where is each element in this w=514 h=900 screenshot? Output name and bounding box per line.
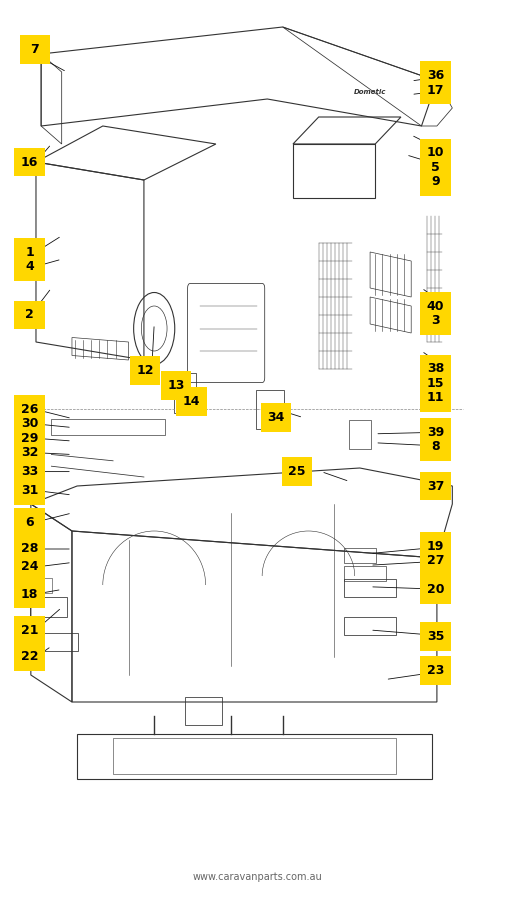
FancyBboxPatch shape (420, 432, 451, 461)
FancyBboxPatch shape (420, 153, 451, 182)
Text: 18: 18 (21, 588, 38, 600)
Text: 3: 3 (431, 314, 440, 327)
FancyBboxPatch shape (14, 457, 45, 486)
FancyBboxPatch shape (14, 553, 45, 581)
FancyBboxPatch shape (14, 410, 45, 438)
FancyBboxPatch shape (14, 616, 45, 644)
FancyBboxPatch shape (14, 438, 45, 467)
FancyBboxPatch shape (420, 355, 451, 383)
Text: 37: 37 (427, 480, 444, 492)
Text: 6: 6 (25, 516, 34, 528)
FancyBboxPatch shape (14, 643, 45, 671)
Text: 13: 13 (168, 379, 185, 392)
Text: Dometic: Dometic (354, 89, 386, 95)
FancyBboxPatch shape (420, 76, 451, 104)
FancyBboxPatch shape (261, 403, 291, 432)
FancyBboxPatch shape (176, 387, 207, 416)
FancyBboxPatch shape (420, 418, 451, 446)
Text: 27: 27 (427, 554, 445, 567)
Text: 7: 7 (30, 43, 39, 56)
Text: 28: 28 (21, 543, 38, 555)
Text: 33: 33 (21, 465, 38, 478)
Text: 8: 8 (431, 440, 440, 453)
Text: 1: 1 (25, 246, 34, 258)
Text: 24: 24 (21, 561, 39, 573)
FancyBboxPatch shape (420, 292, 451, 320)
FancyBboxPatch shape (282, 457, 312, 486)
FancyBboxPatch shape (14, 508, 45, 536)
Text: 22: 22 (21, 651, 39, 663)
FancyBboxPatch shape (420, 61, 451, 90)
FancyBboxPatch shape (14, 252, 45, 281)
FancyBboxPatch shape (14, 148, 45, 176)
Text: 39: 39 (427, 426, 444, 438)
FancyBboxPatch shape (14, 535, 45, 563)
Text: 26: 26 (21, 403, 38, 416)
Text: 17: 17 (427, 84, 445, 96)
Text: 12: 12 (136, 364, 154, 377)
FancyBboxPatch shape (14, 238, 45, 266)
Text: 38: 38 (427, 363, 444, 375)
Text: 16: 16 (21, 156, 38, 168)
FancyBboxPatch shape (14, 580, 45, 608)
FancyBboxPatch shape (20, 35, 50, 64)
Text: 35: 35 (427, 630, 444, 643)
Text: www.caravanparts.com.au: www.caravanparts.com.au (192, 872, 322, 883)
FancyBboxPatch shape (420, 139, 451, 167)
Text: 11: 11 (427, 392, 445, 404)
Text: 29: 29 (21, 432, 38, 445)
Text: 19: 19 (427, 540, 444, 553)
Text: 20: 20 (427, 583, 445, 596)
FancyBboxPatch shape (420, 383, 451, 412)
FancyBboxPatch shape (14, 395, 45, 424)
Text: 10: 10 (427, 147, 445, 159)
Text: 2: 2 (25, 309, 34, 321)
FancyBboxPatch shape (420, 167, 451, 196)
Text: 30: 30 (21, 418, 38, 430)
Text: 21: 21 (21, 624, 39, 636)
FancyBboxPatch shape (14, 424, 45, 453)
Text: 31: 31 (21, 484, 38, 497)
Text: 9: 9 (431, 176, 440, 188)
Text: 25: 25 (288, 465, 306, 478)
FancyBboxPatch shape (420, 472, 451, 500)
Text: 14: 14 (182, 395, 200, 408)
FancyBboxPatch shape (420, 306, 451, 335)
Text: 5: 5 (431, 161, 440, 174)
FancyBboxPatch shape (420, 532, 451, 561)
Text: 4: 4 (25, 260, 34, 273)
FancyBboxPatch shape (14, 476, 45, 505)
Text: 34: 34 (268, 411, 285, 424)
Text: 15: 15 (427, 377, 445, 390)
Text: 23: 23 (427, 664, 444, 677)
FancyBboxPatch shape (130, 356, 160, 385)
Text: 32: 32 (21, 446, 38, 459)
FancyBboxPatch shape (420, 622, 451, 651)
FancyBboxPatch shape (420, 575, 451, 604)
FancyBboxPatch shape (420, 656, 451, 685)
FancyBboxPatch shape (420, 546, 451, 575)
FancyBboxPatch shape (161, 371, 191, 400)
Text: 36: 36 (427, 69, 444, 82)
FancyBboxPatch shape (14, 301, 45, 329)
Text: 40: 40 (427, 300, 445, 312)
FancyBboxPatch shape (420, 369, 451, 398)
